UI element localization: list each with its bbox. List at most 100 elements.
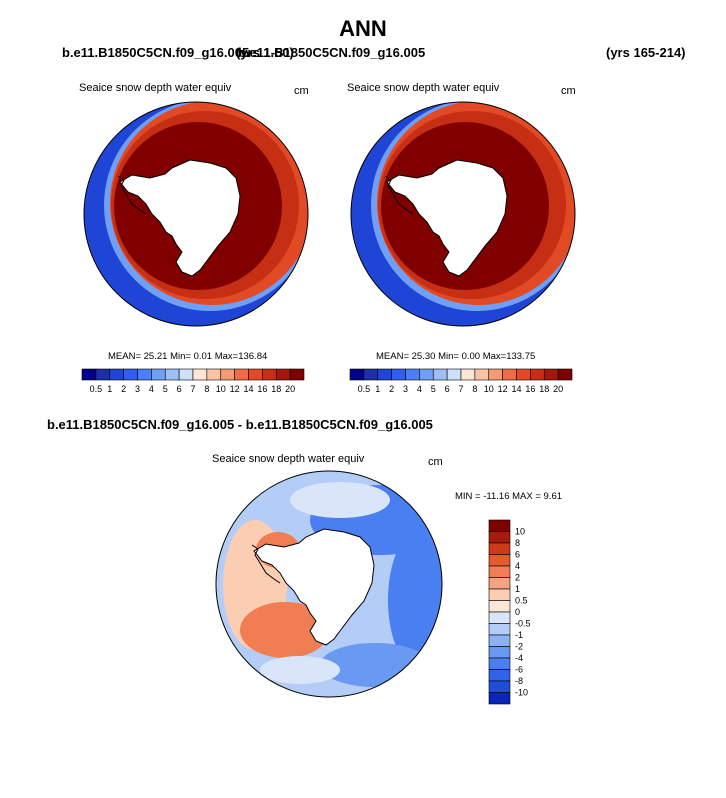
diff-colorbar-box bbox=[488, 692, 511, 705]
diff-colorbar-label: 0.5 bbox=[515, 596, 528, 606]
panel2-map-border bbox=[350, 101, 576, 327]
panel2-mean-label: MEAN= bbox=[376, 351, 409, 362]
diff-colorbar-box bbox=[488, 634, 511, 647]
panel2-colorbar-label: 8 bbox=[472, 384, 477, 394]
panel2-colorbar-box bbox=[446, 368, 462, 381]
panel1-colorbar-label: 2 bbox=[121, 384, 126, 394]
panel1-mean: 25.21 bbox=[143, 351, 168, 362]
diff-colorbar-box bbox=[488, 542, 511, 555]
diff-colorbar-label: 2 bbox=[515, 573, 520, 583]
diff-colorbar-label: 8 bbox=[515, 538, 520, 548]
diff-colorbar-box bbox=[488, 657, 511, 670]
diff-colorbar-box bbox=[488, 680, 511, 693]
diff-max: 9.61 bbox=[543, 491, 563, 502]
panel2-colorbar-box bbox=[474, 368, 490, 381]
panel1-colorbar-box bbox=[95, 368, 111, 381]
panel1-colorbar-label: 10 bbox=[216, 384, 226, 394]
panel2-colorbar-label: 6 bbox=[445, 384, 450, 394]
panel1-colorbar-box bbox=[206, 368, 222, 381]
panel2-colorbar-label: 5 bbox=[431, 384, 436, 394]
page-title: ANN bbox=[339, 16, 387, 41]
panel2-colorbar-label: 20 bbox=[553, 384, 563, 394]
panel2-colorbar-box bbox=[349, 368, 365, 381]
panel1-colorbar-label: 4 bbox=[149, 384, 154, 394]
diff-colorbar-box bbox=[488, 588, 511, 601]
diff-peninsula bbox=[251, 544, 281, 584]
panel2-peninsula bbox=[384, 175, 414, 215]
panel2-antarctica bbox=[386, 159, 508, 277]
panel2-colorbar-label: 10 bbox=[484, 384, 494, 394]
panel2-colorbar-label: 0.5 bbox=[358, 384, 371, 394]
panel2-colorbar: 0.5 1 2 3 4 5 6 7 8 10 12 14 16 18 20 bbox=[349, 368, 573, 394]
panel1-colorbar-box bbox=[275, 368, 291, 381]
diff-colorbar-label: -1 bbox=[515, 630, 523, 640]
panel2-max: 133.75 bbox=[506, 351, 536, 362]
panel1-min-label: Min= bbox=[170, 351, 191, 362]
panel1-antarctica bbox=[119, 159, 241, 277]
panel1-colorbar-label: 18 bbox=[271, 384, 281, 394]
panel2-units: cm bbox=[561, 85, 576, 97]
panel1-map-border bbox=[83, 101, 309, 327]
panel2-mean: 25.30 bbox=[411, 351, 436, 362]
panel2-colorbar-box bbox=[405, 368, 420, 381]
diff-colorbar-box bbox=[488, 554, 511, 567]
panel1-colorbar-label: 6 bbox=[177, 384, 182, 394]
panel1-colorbar-box bbox=[178, 368, 194, 381]
panel1-colorbar-label: 14 bbox=[243, 384, 253, 394]
panel2-colorbar-box bbox=[377, 368, 392, 381]
diff-colorbar-label: 4 bbox=[515, 561, 520, 571]
panel1-max-label: Max= bbox=[214, 351, 239, 362]
panel2-stats: MEAN= 25.30 Min= 0.00 Max=133.75 bbox=[376, 351, 535, 362]
diff-colorbar-label: 1 bbox=[515, 584, 520, 594]
diff-colorbar-box bbox=[488, 577, 511, 590]
panel1-colorbar-label: 12 bbox=[230, 384, 240, 394]
diff-blob-north-pale bbox=[290, 482, 390, 518]
diff-colorbar-box bbox=[488, 611, 511, 624]
diff-colorbar-label: -8 bbox=[515, 676, 523, 686]
diff-colorbar-box bbox=[488, 600, 511, 613]
diff-case-label: b.e11.B1850C5CN.f09_g16.005 - b.e11.B185… bbox=[47, 417, 433, 432]
panel1-max: 136.84 bbox=[238, 351, 268, 362]
panel2-colorbar-box bbox=[543, 368, 559, 381]
diff-antarctica bbox=[253, 528, 375, 646]
panel1-min: 0.01 bbox=[193, 351, 213, 362]
panel1-colorbar-box bbox=[192, 368, 208, 381]
panel2-colorbar-label: 18 bbox=[539, 384, 549, 394]
panel1-colorbar-label: 5 bbox=[163, 384, 168, 394]
panel1-map bbox=[83, 101, 309, 327]
diff-colorbar-label: -10 bbox=[515, 688, 528, 698]
panel1-colorbar-box bbox=[262, 368, 277, 381]
diff-max-label: MAX = bbox=[512, 491, 541, 502]
panel2-colorbar-box bbox=[530, 368, 545, 381]
diff-colorbar-box bbox=[488, 519, 511, 532]
panel1-colorbar-box bbox=[164, 368, 180, 381]
panel1-units: cm bbox=[294, 85, 309, 97]
panel1-colorbar-label: 16 bbox=[257, 384, 267, 394]
panel2-colorbar-box bbox=[460, 368, 476, 381]
panel1-colorbar-box bbox=[289, 368, 305, 381]
panel2-colorbar-box bbox=[557, 368, 573, 381]
diff-colorbar: 108 64 21 0.50 -0.5-1 -2-4 -6-8 -10 bbox=[488, 519, 531, 705]
right-years-label: (yrs 165-214) bbox=[606, 45, 686, 60]
panel1-colorbar-label: 20 bbox=[285, 384, 295, 394]
panel2-colorbar-box bbox=[502, 368, 517, 381]
panel1-colorbar-box bbox=[220, 368, 235, 381]
panel2-colorbar-label: 2 bbox=[389, 384, 394, 394]
diff-colorbar-label: -6 bbox=[515, 665, 523, 675]
diff-blob-sw bbox=[240, 602, 330, 658]
panel1-colorbar-label: 3 bbox=[135, 384, 140, 394]
panel1-colorbar-label: 8 bbox=[204, 384, 209, 394]
panel1-colorbar-label: 0.5 bbox=[90, 384, 103, 394]
panel2-map bbox=[350, 101, 576, 327]
panel2-colorbar-label: 4 bbox=[417, 384, 422, 394]
panel2-colorbar-box bbox=[488, 368, 503, 381]
panel2-min-label: Min= bbox=[438, 351, 459, 362]
panel2-colorbar-box bbox=[391, 368, 406, 381]
panel2-colorbar-label: 1 bbox=[375, 384, 380, 394]
diff-map-border bbox=[215, 470, 443, 698]
diff-colorbar-box bbox=[488, 623, 511, 636]
right-case-label: b.e11.B1850C5CN.f09_g16.005 bbox=[238, 45, 426, 60]
diff-colorbar-box bbox=[488, 669, 511, 682]
panel1-colorbar: 0.5 1 2 3 4 5 6 7 8 10 12 14 16 18 20 bbox=[81, 368, 305, 394]
